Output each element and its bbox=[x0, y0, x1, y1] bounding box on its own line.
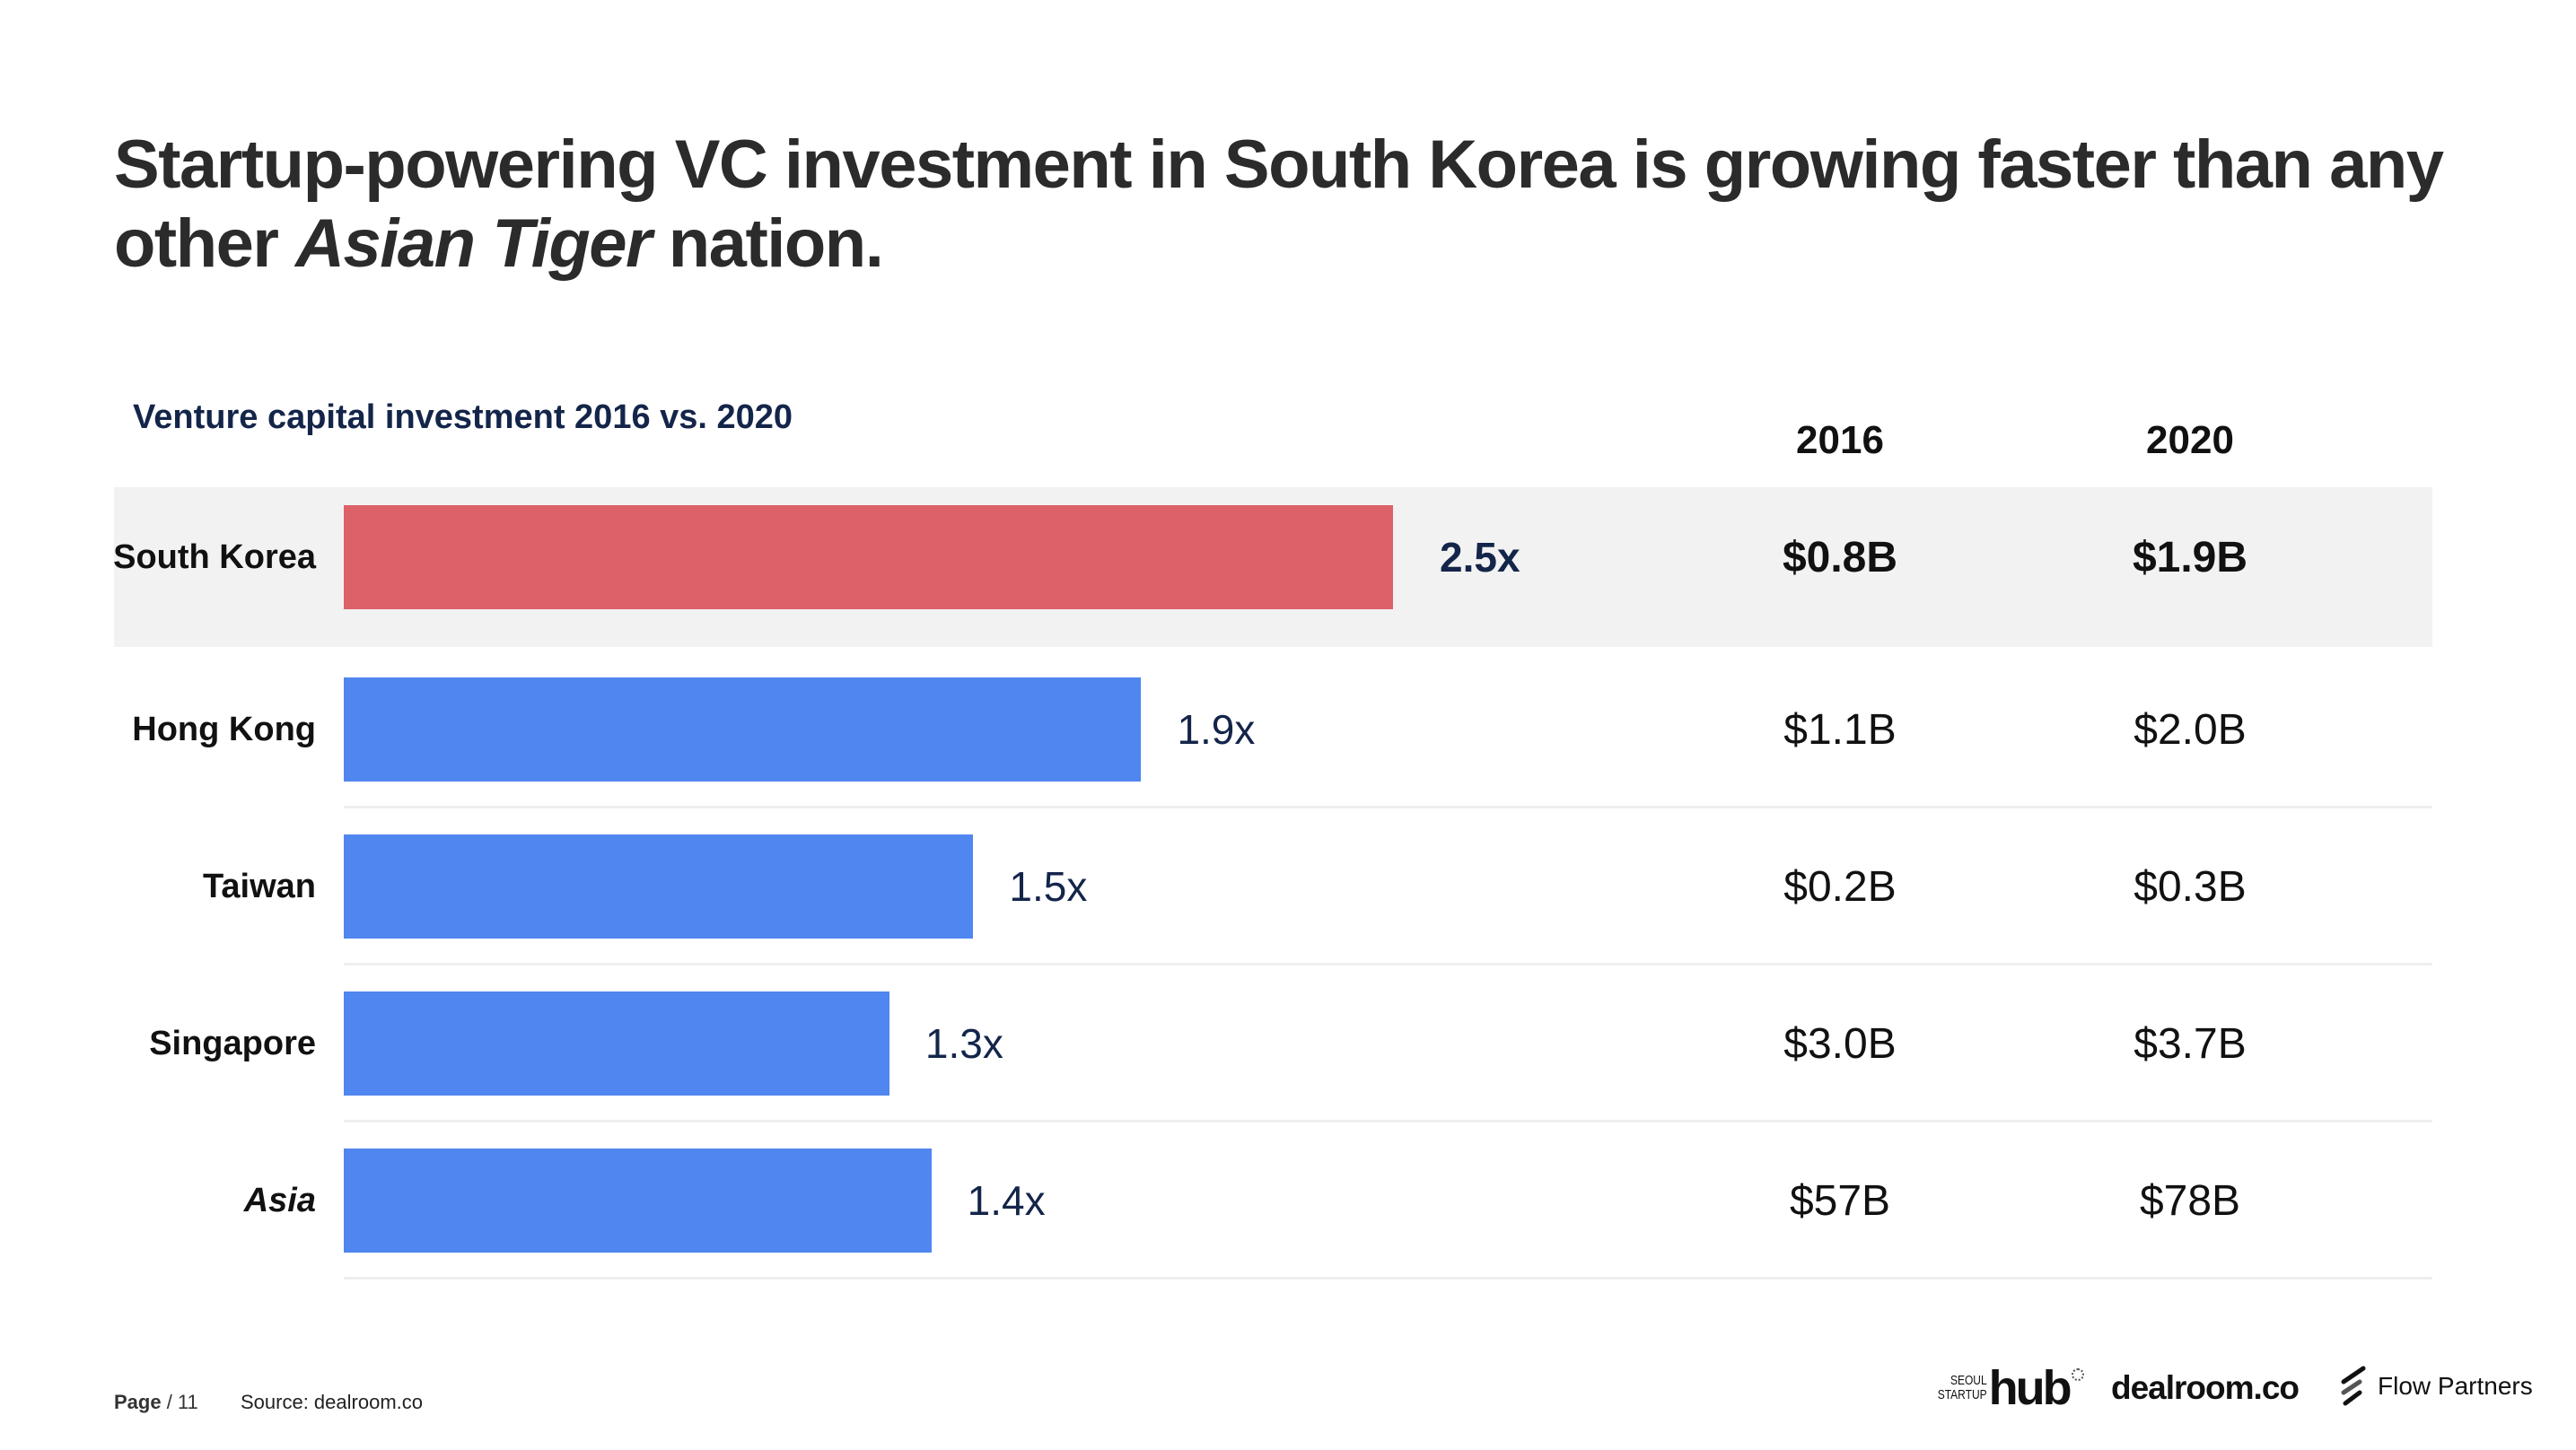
bar bbox=[344, 991, 889, 1096]
row-divider bbox=[344, 1277, 2432, 1280]
value-2016: $0.2B bbox=[1783, 862, 1897, 911]
dealroom-logo: dealroom.co bbox=[2111, 1369, 2300, 1406]
bar bbox=[344, 834, 974, 939]
category-label: Singapore bbox=[149, 1024, 316, 1062]
value-2016: $1.1B bbox=[1783, 705, 1897, 754]
value-2020: $2.0B bbox=[2134, 705, 2247, 754]
column-header-2016: 2016 bbox=[1796, 418, 1884, 462]
hub-text: hub bbox=[1988, 1361, 2072, 1415]
source-note: Source: dealroom.co bbox=[241, 1391, 423, 1413]
bar bbox=[344, 677, 1142, 782]
title-text: Startup-powering VC investment in South … bbox=[114, 127, 2444, 282]
gear-icon bbox=[2071, 1368, 2084, 1381]
category-label: Hong Kong bbox=[132, 710, 316, 748]
value-2016: $3.0B bbox=[1783, 1019, 1897, 1068]
data-label: 1.9x bbox=[1177, 706, 1256, 753]
chart-row: Hong Kong 1.9x $1.1B $2.0B bbox=[0, 677, 2576, 782]
data-label: 2.5x bbox=[1440, 534, 1520, 581]
chart-row: Singapore 1.3x $3.0B $3.7B bbox=[0, 991, 2576, 1096]
value-2020: $3.7B bbox=[2134, 1019, 2247, 1068]
value-2020: $0.3B bbox=[2134, 862, 2247, 911]
chart-row: Taiwan 1.5x $0.2B $0.3B bbox=[0, 834, 2576, 939]
row-divider bbox=[344, 1120, 2432, 1122]
chart-row: South Korea 2.5x $0.8B $1.9B bbox=[0, 505, 2576, 609]
title-text-end: nation. bbox=[651, 205, 884, 282]
bar bbox=[344, 1149, 932, 1253]
flow-partners-icon bbox=[2341, 1366, 2366, 1406]
chart-row: Asia 1.4x $57B $78B bbox=[0, 1149, 2576, 1253]
category-label: South Korea bbox=[113, 537, 316, 576]
page-count: / 11 bbox=[166, 1391, 198, 1413]
data-label: 1.3x bbox=[924, 1020, 1003, 1067]
data-label: 1.5x bbox=[1009, 863, 1088, 910]
row-divider bbox=[344, 806, 2432, 808]
value-2020: $78B bbox=[2139, 1176, 2241, 1225]
page-label: Page bbox=[114, 1391, 162, 1413]
chart-subtitle: Venture capital investment 2016 vs. 2020 bbox=[133, 398, 793, 436]
slide-title: Startup-powering VC investment in South … bbox=[114, 126, 2537, 284]
bar bbox=[344, 505, 1393, 609]
startup-text: STARTUP bbox=[1937, 1387, 1987, 1402]
flow-partners-text: Flow Partners bbox=[2378, 1372, 2533, 1400]
category-label: Asia bbox=[243, 1181, 316, 1219]
category-label: Taiwan bbox=[203, 867, 316, 905]
seoul-text: SEOUL bbox=[1950, 1373, 1987, 1388]
seoul-startup-wordmark: SEOUL STARTUP bbox=[1938, 1374, 1987, 1402]
value-2020: $1.9B bbox=[2132, 533, 2248, 581]
value-2016: $57B bbox=[1789, 1176, 1891, 1225]
value-2016: $0.8B bbox=[1782, 533, 1898, 581]
page-number: Page / 11 bbox=[114, 1391, 198, 1414]
seoul-startup-hub-logo: SEOUL STARTUP hub bbox=[1925, 1364, 2084, 1412]
column-header-2020: 2020 bbox=[2146, 418, 2234, 462]
row-divider bbox=[344, 963, 2432, 965]
flow-partners-logo: Flow Partners bbox=[2338, 1366, 2533, 1407]
title-emphasis: Asian Tiger bbox=[295, 205, 653, 282]
data-label: 1.4x bbox=[967, 1177, 1046, 1224]
